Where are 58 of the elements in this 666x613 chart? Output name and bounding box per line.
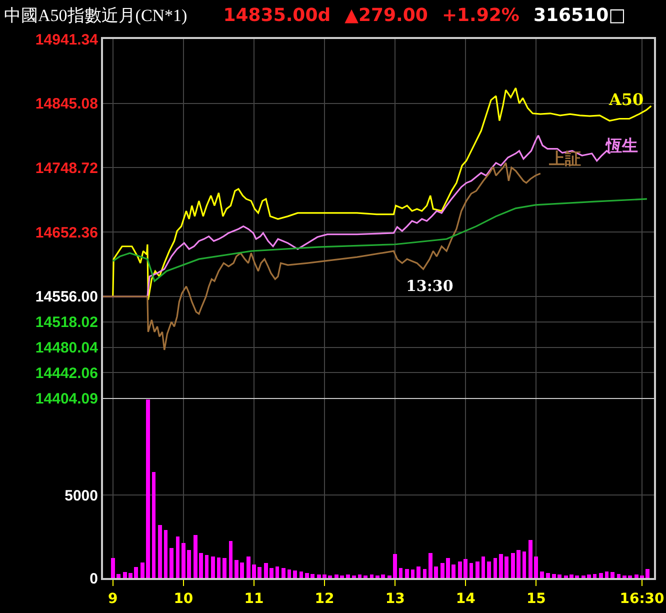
y-tick-label: 14748.72	[35, 160, 98, 177]
y-tick-label: 14652.36	[35, 224, 98, 242]
bar	[476, 561, 480, 578]
y-tick-label: 14845.08	[35, 96, 98, 113]
bar	[287, 570, 292, 578]
bar	[346, 574, 350, 578]
bar	[228, 541, 233, 578]
chart-title: 中國A50指數近月(CN*1)	[4, 5, 188, 27]
bar	[358, 574, 362, 578]
bar	[599, 573, 604, 578]
y-tick-label: 14404.09	[35, 390, 98, 408]
bar	[610, 572, 614, 578]
x-tick-label: 13	[385, 590, 405, 607]
y-tick-label: 14442.06	[35, 364, 98, 382]
y-tick-label: 14556.00	[35, 288, 98, 306]
bar	[158, 524, 162, 578]
bar	[405, 568, 410, 578]
bar	[292, 570, 297, 578]
y-tick-label: 14480.04	[35, 340, 99, 356]
x-tick-label: 15	[526, 590, 546, 607]
bar	[469, 563, 474, 578]
bar	[169, 548, 174, 578]
line-series	[103, 162, 542, 351]
y-tick-label: 0	[90, 570, 98, 588]
line-series	[112, 87, 652, 301]
x-tick-label: 12	[314, 590, 334, 607]
bar	[416, 566, 420, 578]
x-tick-label: 16:30	[620, 590, 665, 607]
x-tick-label: 11	[244, 590, 264, 607]
bar	[486, 561, 491, 578]
bar	[493, 558, 498, 578]
bar	[370, 574, 374, 578]
bar	[398, 568, 403, 578]
bar	[164, 530, 168, 578]
text: ▲279.00	[344, 5, 428, 26]
text: +1.92%	[442, 5, 520, 26]
series-label: A50	[608, 90, 644, 109]
bar	[176, 536, 180, 578]
bar	[522, 551, 526, 578]
annotation: 13:30	[406, 277, 454, 295]
text: 316510□	[533, 5, 626, 26]
bar	[546, 573, 550, 578]
bar	[211, 556, 215, 578]
y-tick-label: 14518.02	[35, 314, 98, 332]
y-tick-label: 14941.34	[35, 31, 99, 48]
series-label: 恆生	[605, 136, 638, 155]
bar	[152, 472, 156, 578]
bar	[222, 558, 226, 578]
bar	[410, 570, 415, 578]
bar	[282, 568, 286, 578]
x-tick-label: 10	[174, 590, 194, 607]
bar	[540, 571, 544, 578]
y-tick-label: 5000	[64, 487, 98, 504]
x-tick-label: 14	[456, 590, 476, 607]
x-tick-label: 9	[108, 590, 118, 607]
series-label: 上証	[548, 149, 581, 168]
bar	[481, 556, 486, 578]
text: 14835.00d	[223, 5, 331, 26]
